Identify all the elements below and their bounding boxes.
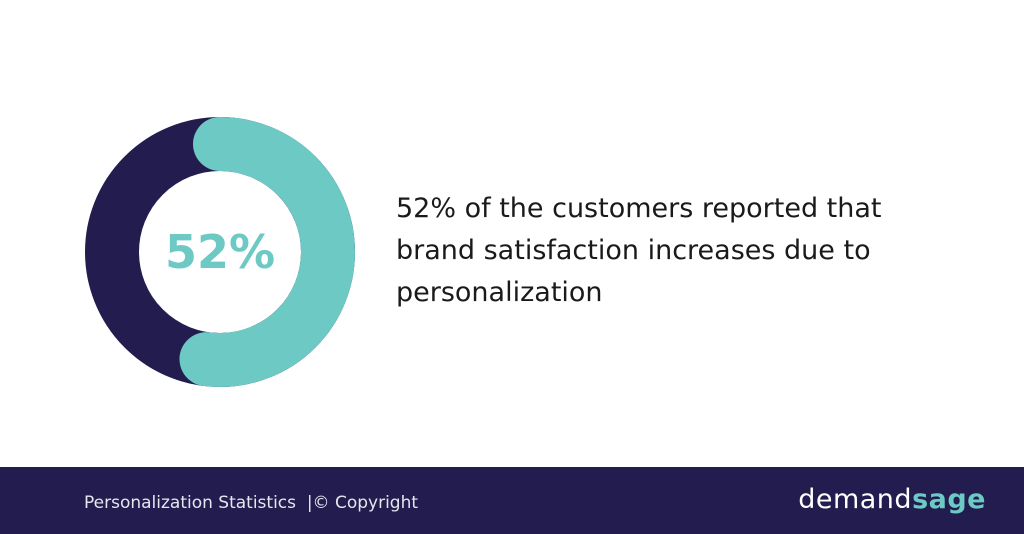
caption: 52% of the customers reported that brand… xyxy=(396,193,882,308)
footer: Personalization Statistics |© Copyright … xyxy=(0,467,1024,534)
copyright: |© Copyright xyxy=(306,493,419,513)
brand-part: demand xyxy=(798,484,913,515)
footer-text: Personalization Statistics |© Copyright xyxy=(84,493,418,513)
brand-part: sage xyxy=(912,484,986,515)
donut-chart: 52% xyxy=(85,117,355,387)
value-label: 52% xyxy=(165,225,275,279)
brand-logo: demandsage xyxy=(798,484,986,515)
donut-segment xyxy=(179,117,355,387)
footer-title: Personalization Statistics xyxy=(84,493,297,513)
